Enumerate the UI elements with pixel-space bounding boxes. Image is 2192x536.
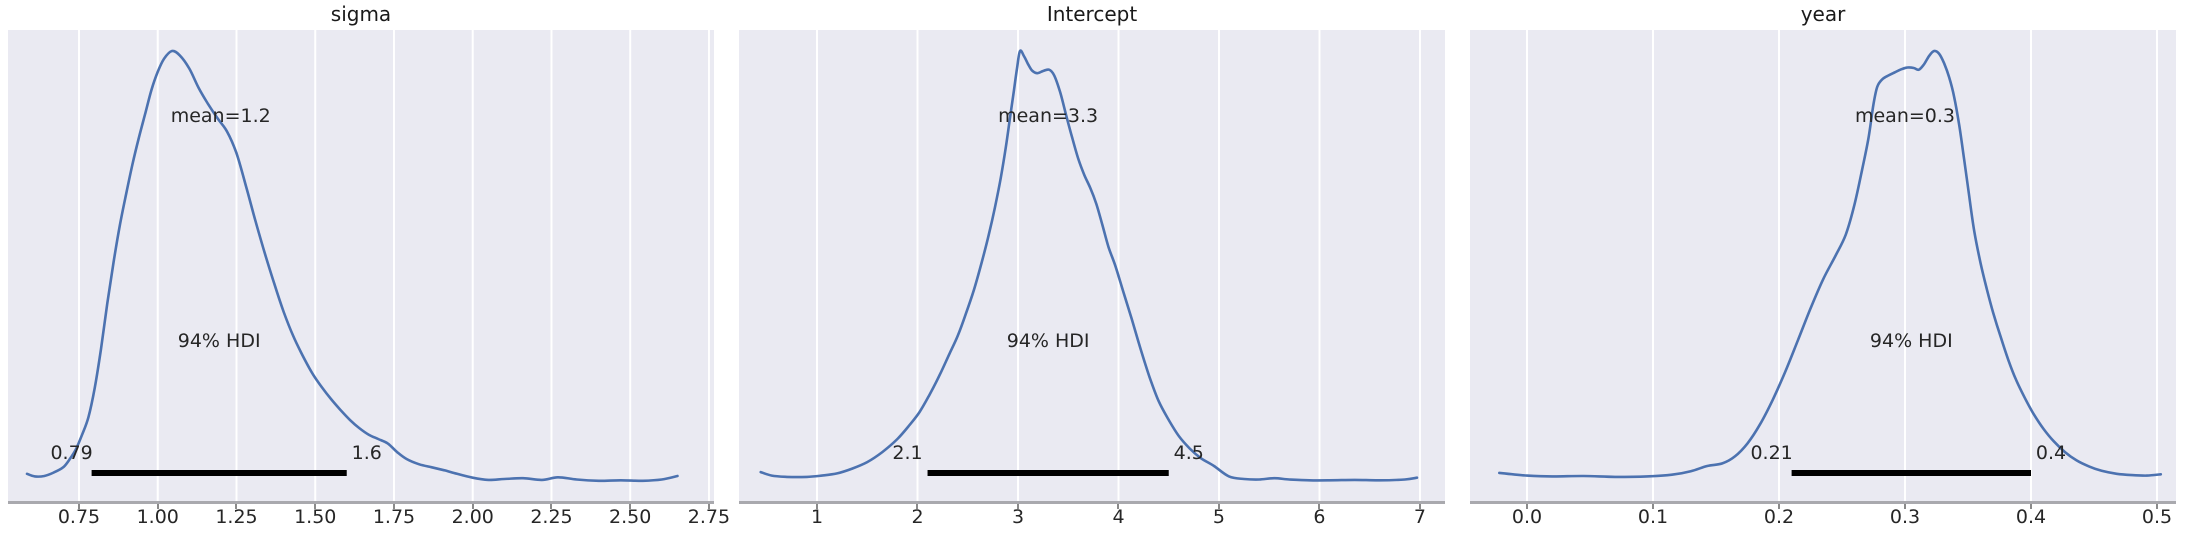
x-tick-label: 0.4 — [2015, 506, 2047, 528]
x-tick-label: 1.75 — [372, 506, 416, 528]
x-tick-label: 3 — [1011, 506, 1025, 528]
chart-title: year — [1800, 2, 1846, 26]
x-tick-mark — [77, 504, 80, 509]
hdi-lower-value: 2.1 — [892, 442, 923, 464]
x-tick-mark — [1117, 504, 1120, 509]
x-tick-mark — [707, 504, 710, 509]
x-tick-label: 2.25 — [530, 506, 573, 528]
kde-curve — [25, 49, 679, 483]
hdi-lower-value: 0.21 — [1750, 442, 1793, 464]
x-tick-label: 2.00 — [451, 506, 494, 528]
x-tick-mark — [1904, 504, 1906, 509]
kde-plot-svg — [25, 30, 710, 502]
x-tick-label: 4 — [1112, 506, 1125, 528]
x-tick-label: 1.00 — [136, 506, 179, 528]
x-tick-label: 1 — [810, 506, 824, 528]
hdi-lower-value: 0.79 — [50, 442, 93, 464]
x-axis-spine — [739, 501, 1445, 504]
x-axis-spine — [1470, 501, 2176, 504]
x-tick-label: 2.75 — [687, 506, 731, 528]
x-tick-label: 2 — [911, 506, 924, 528]
x-tick-label: 1.50 — [294, 506, 337, 528]
x-tick-mark — [2155, 504, 2158, 509]
x-tick-label: 5 — [1212, 506, 1226, 528]
x-tick-mark — [1318, 504, 1321, 509]
x-tick-mark — [629, 504, 632, 509]
mean-annotation: mean=0.3 — [1854, 105, 1956, 127]
x-tick-mark — [156, 504, 159, 509]
chart-title: Intercept — [1046, 2, 1138, 26]
x-tick-mark — [471, 504, 474, 509]
x-tick-mark — [815, 504, 818, 509]
hdi-annotation: 94% HDI — [1006, 330, 1090, 352]
kde-curve — [759, 49, 1419, 482]
kde-curve — [1498, 49, 2163, 479]
hdi-annotation: 94% HDI — [177, 330, 261, 352]
posterior-panel-intercept: Intercept mean=3.3 94% HDI 2.1 4.5 1 2 3 4 5… — [731, 0, 1461, 536]
hdi-upper-value: 4.5 — [1173, 442, 1204, 464]
x-tick-label: 0.0 — [1511, 506, 1543, 528]
x-tick-label: 1.25 — [215, 506, 258, 528]
x-tick-label: 0.3 — [1889, 506, 1921, 528]
hdi-upper-value: 0.4 — [2035, 442, 2067, 464]
x-tick-label: 0.75 — [57, 506, 101, 528]
x-tick-mark — [1778, 504, 1780, 509]
x-tick-label: 6 — [1313, 506, 1326, 528]
posterior-panel-year: year mean=0.3 94% HDI 0.21 0.4 0.0 0.1 0.2… — [1462, 0, 2192, 536]
hdi-upper-value: 1.6 — [351, 442, 382, 464]
mean-annotation: mean=1.2 — [170, 105, 271, 127]
posterior-panel-sigma: sigma mean=1.2 94% HDI 0.79 1.6 0.75 1.00… — [0, 0, 730, 536]
x-tick-mark — [1217, 504, 1220, 509]
x-tick-mark — [235, 504, 238, 509]
x-tick-label: 2.50 — [609, 506, 652, 528]
x-tick-label: 7 — [1413, 506, 1427, 528]
x-tick-mark — [314, 504, 317, 509]
x-tick-label: 0.1 — [1637, 506, 1669, 528]
x-tick-mark — [1418, 504, 1421, 509]
x-tick-mark — [550, 504, 553, 509]
x-tick-label: 0.2 — [1763, 506, 1795, 528]
mean-annotation: mean=3.3 — [998, 105, 1099, 127]
kde-plot-svg — [1498, 30, 2163, 502]
hdi-annotation: 94% HDI — [1869, 330, 1953, 352]
plot-area: mean=0.3 94% HDI 0.21 0.4 — [1470, 30, 2176, 502]
x-tick-mark — [916, 504, 919, 509]
kde-plot-svg — [759, 30, 1421, 502]
x-axis-spine — [8, 501, 714, 504]
x-tick-mark — [2029, 504, 2032, 509]
x-tick-mark — [1652, 504, 1654, 509]
x-tick-mark — [1526, 504, 1528, 509]
x-tick-mark — [392, 504, 395, 509]
chart-title: sigma — [330, 2, 392, 26]
plot-area: mean=1.2 94% HDI 0.79 1.6 — [8, 30, 714, 502]
x-tick-label: 0.5 — [2141, 506, 2173, 528]
plot-area: mean=3.3 94% HDI 2.1 4.5 — [739, 30, 1445, 502]
x-tick-mark — [1016, 504, 1019, 509]
